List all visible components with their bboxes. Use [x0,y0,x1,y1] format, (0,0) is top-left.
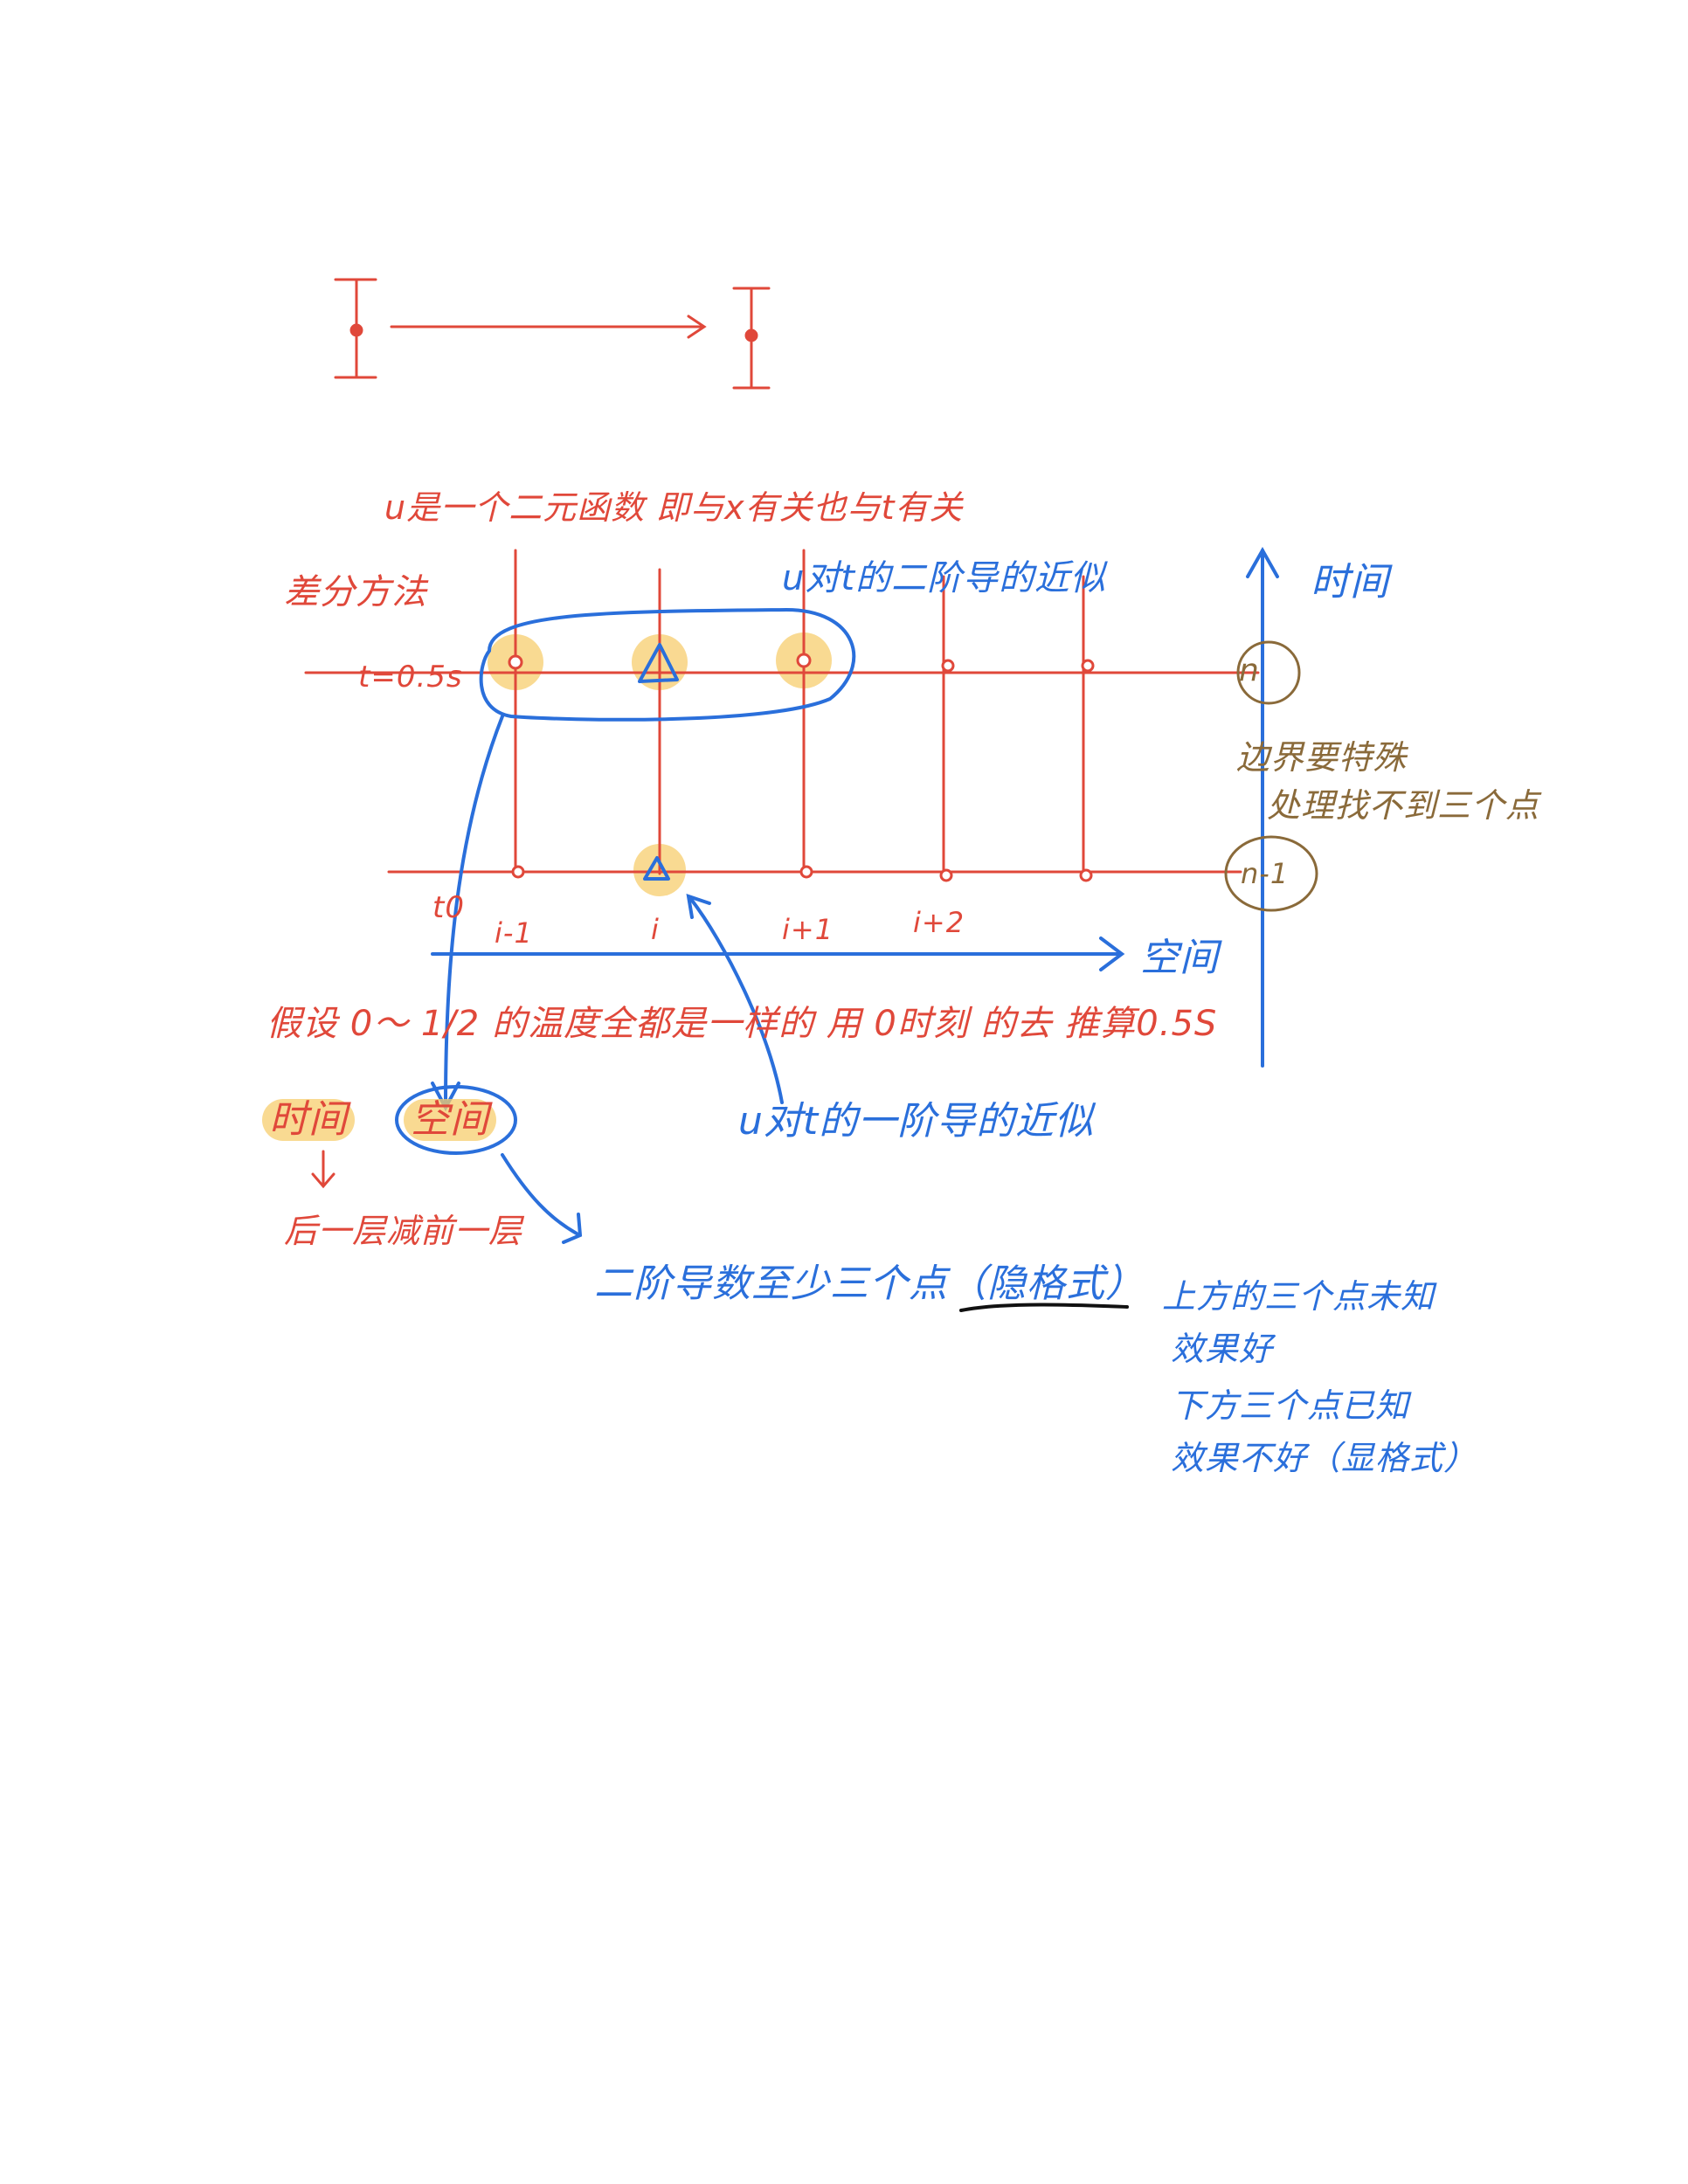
stencil-loop [479,607,856,722]
right-note-1: 上方的三个点未知 [1162,1277,1435,1316]
space-axis-label: 空间 [1140,936,1219,980]
difference-grid [304,549,1260,875]
label-i-plus-2: i+2 [913,906,965,939]
method-label: 差分方法 [284,572,427,612]
grid-point [799,865,813,879]
right-note-2: 效果好 [1171,1330,1274,1368]
top-right-note: u对t的二阶导的近似 [782,558,1107,598]
boundary-note-line-1: 边界要特殊 [1236,738,1408,777]
space-axis [431,936,1125,971]
time-axis-label: 时间 [1311,560,1389,605]
transfer-sketch [334,278,771,390]
bottom-time-label: 时间 [262,1099,355,1141]
row-n-label: t=0.5s [358,660,463,695]
second-order-note: 二阶导数至少三个点（隐格式） [594,1261,1145,1306]
triangle-top-marker [638,643,679,683]
target-markers [638,643,679,881]
grid-point [1081,659,1095,673]
bottom-space-label: 空间 [404,1099,496,1141]
bottom-space-circle [395,1085,517,1155]
arrow-to-space [444,715,504,1107]
grid-point [939,868,953,882]
title-note: u是一个二元函数 即与x有关也与t有关 [384,488,964,527]
grid-points [508,653,1095,882]
right-note-3: 下方三个点已知 [1171,1386,1410,1425]
arrow-second-order [501,1153,578,1235]
time-axis [1246,546,1279,1068]
row-circles [1224,640,1318,912]
grid-point [508,654,523,670]
grid-point [1079,868,1093,882]
down-arrow [311,1150,336,1189]
subtraction-note: 后一层减前一层 [284,1212,523,1250]
label-i-plus-1: i+1 [782,913,834,946]
triangle-bottom-marker [643,856,670,881]
circle-n-minus-1 [1224,835,1318,912]
grid-point [941,659,955,673]
annotation-arrows [431,715,784,1244]
circle-n-minus-1-label: n-1 [1241,857,1290,890]
label-i-minus-1: i-1 [495,916,533,950]
grid-point [796,653,812,668]
right-note-4: 效果不好（显格式） [1171,1439,1478,1477]
boundary-note-line-2: 处理找不到三个点 [1267,786,1540,825]
circle-n-label: n [1239,653,1260,688]
arrow-first-order [688,896,784,1104]
grid-point [511,865,525,879]
circle-n [1236,640,1301,705]
assumption-note: 假设 0～ 1/2 的温度全都是一样的 用 0时刻 的去 推算0.5S [266,1004,1218,1044]
first-order-note: u对t的一阶导的近似 [738,1099,1095,1144]
label-i: i [651,913,660,946]
label-t0: t0 [432,890,465,925]
implicit-underline [959,1303,1129,1312]
